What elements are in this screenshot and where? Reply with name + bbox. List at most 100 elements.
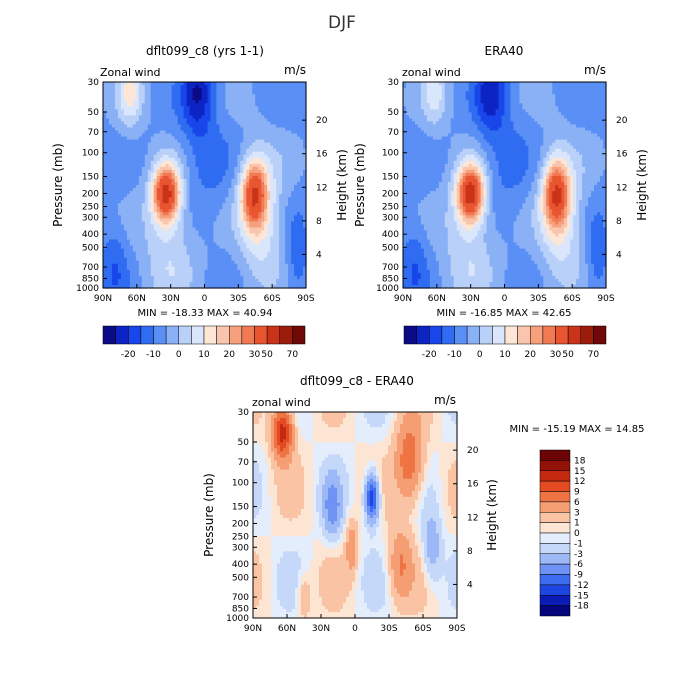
contour-cell [103,154,107,159]
contour-cell [138,103,143,107]
contour-cell [129,227,134,232]
contour-cell [132,166,137,171]
contour-cell [156,257,161,262]
contour-cell [135,178,140,183]
contour-cell [111,85,116,89]
contour-cell [144,136,149,141]
contour-cell [132,230,137,235]
contour-cell [159,157,164,162]
contour-cell [129,172,134,177]
contour-cell [114,209,119,213]
contour-cell [141,242,146,247]
contour-cell [147,85,152,89]
contour-cell [108,266,113,271]
contour-cell [108,94,113,98]
colorbar-label: -20 [121,350,136,360]
contour-cell [129,239,134,244]
contour-cell [138,260,143,265]
contour-cell [123,206,128,210]
contour-cell [153,181,158,186]
contour-cell [129,224,134,229]
contour-cell [141,254,146,259]
contour-cell [111,284,116,289]
contour-cell [120,136,125,141]
contour-cell [159,82,164,86]
contour-cell [159,281,164,286]
contour-cell [144,209,149,213]
contour-cell [159,100,164,104]
contour-cell [147,178,152,183]
contour-cell [123,188,128,192]
contour-cell [162,197,167,201]
contour-cell [120,218,125,222]
contour-cell [150,82,155,86]
contour-cell [111,203,116,207]
contour-cell [132,91,137,95]
contour-cell [120,263,125,268]
contour-cell [117,163,122,168]
contour-cell [108,85,113,89]
contour-cell [105,281,110,286]
contour-cell [132,118,137,122]
contour-cell [165,148,170,153]
contour-cell [123,251,128,256]
contour-cell [156,266,161,271]
contour-cell [159,181,164,186]
contour-cell [156,275,161,280]
contour-cell [153,166,158,171]
contour-cell [108,118,113,122]
contour-cell [132,169,137,174]
contour-cell [132,178,137,183]
contour-cell [165,224,170,229]
contour-cell [132,175,137,180]
contour-cell [162,275,167,280]
contour-cell [117,245,122,250]
contour-cell [117,212,122,216]
contour-cell [159,115,164,119]
contour-cell [141,227,146,232]
contour-cell [141,100,146,104]
contour-cell [159,215,164,219]
contour-cell [144,157,149,162]
contour-cell [141,133,146,138]
contour-cell [120,266,125,271]
contour-cell [108,166,113,171]
contour-cell [117,130,122,135]
contour-cell [114,94,119,98]
contour-cell [126,263,131,268]
contour-cell [165,221,170,225]
contour-cell [150,169,155,174]
contour-cell [129,130,134,135]
contour-cell [114,248,119,253]
contour-cell [153,233,158,238]
contour-cell [105,175,110,180]
contour-cell [159,197,164,201]
contour-cell [132,109,137,113]
contour-cell [156,154,161,159]
contour-cell [162,82,167,86]
contour-cell [126,97,131,101]
contour-cell [132,133,137,138]
contour-cell [123,233,128,238]
contour-cell [129,124,134,129]
contour-cell [129,242,134,247]
contour-cell [129,233,134,238]
contour-cell [111,88,116,92]
contour-cell [126,133,131,138]
contour-cell [162,142,167,147]
contour-cell [165,160,170,165]
contour-cell [114,91,119,95]
contour-cell [165,100,170,104]
contour-cell [141,284,146,289]
contour-cell [150,272,155,277]
contour-cell [111,221,116,225]
contour-cell [150,191,155,195]
contour-cell [117,169,122,174]
contour-cell [156,227,161,232]
contour-cell [126,100,131,104]
contour-cell [105,239,110,244]
contour-cell [162,139,167,144]
contour-cell [144,263,149,268]
contour-cell [123,236,128,241]
contour-cell [147,242,152,247]
